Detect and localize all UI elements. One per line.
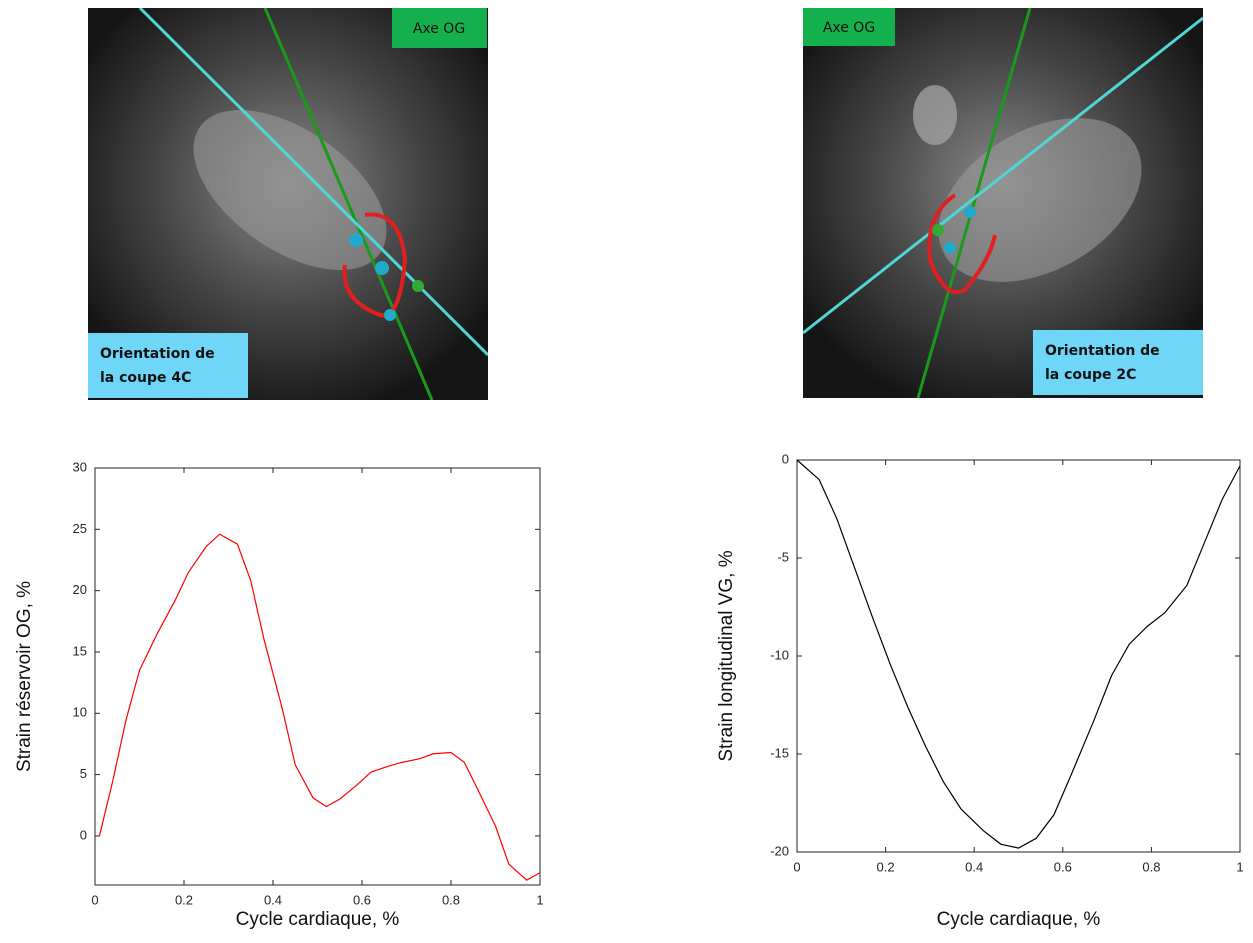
y-tick-label: 0 — [80, 827, 87, 842]
plot-frame — [94, 467, 541, 886]
x-tick-label: 0.6 — [1054, 859, 1072, 874]
tag-box — [803, 8, 895, 46]
y-tick-label: 5 — [80, 766, 87, 781]
tag-box — [392, 8, 487, 48]
data-line — [796, 459, 1241, 849]
x-axis-label: Cycle cardiaque, % — [236, 909, 400, 930]
image-label: Orientation de — [100, 346, 215, 362]
image-tag: Axe OG — [823, 20, 875, 36]
image-label: Orientation de — [1045, 343, 1160, 359]
label-box — [1033, 330, 1203, 395]
x-tick-label: 0.6 — [353, 892, 371, 907]
y-tick-label: 30 — [73, 459, 87, 474]
x-tick-label: 1 — [536, 892, 543, 907]
y-tick-label: -10 — [770, 647, 789, 662]
image-tag: Axe OG — [413, 21, 465, 37]
y-tick-label: 10 — [73, 705, 87, 720]
x-tick-label: 0.8 — [442, 892, 460, 907]
image-label: la coupe 4C — [100, 370, 191, 386]
x-tick-label: 0.2 — [877, 859, 895, 874]
y-axis-label: Strain longitudinal VG, % — [716, 550, 737, 761]
y-tick-label: 20 — [73, 582, 87, 597]
y-tick-label: -5 — [777, 549, 789, 564]
x-tick-label: 0.8 — [1142, 859, 1160, 874]
x-tick-label: 0.4 — [264, 892, 282, 907]
y-tick-label: 15 — [73, 643, 87, 658]
x-tick-label: 0 — [91, 892, 98, 907]
x-axis-label: Cycle cardiaque, % — [937, 909, 1101, 930]
y-tick-label: 0 — [782, 451, 789, 466]
x-tick-label: 0.2 — [175, 892, 193, 907]
y-tick-label: 25 — [73, 521, 87, 536]
y-tick-label: -15 — [770, 745, 789, 760]
image-label: la coupe 2C — [1045, 367, 1136, 383]
data-line — [98, 533, 541, 881]
x-tick-label: 1 — [1236, 859, 1243, 874]
plot-frame — [796, 459, 1241, 853]
y-tick-label: -20 — [770, 843, 789, 858]
x-tick-label: 0.4 — [965, 859, 983, 874]
y-axis-label: Strain réservoir OG, % — [14, 581, 35, 772]
x-tick-label: 0 — [793, 859, 800, 874]
label-box — [88, 333, 248, 398]
